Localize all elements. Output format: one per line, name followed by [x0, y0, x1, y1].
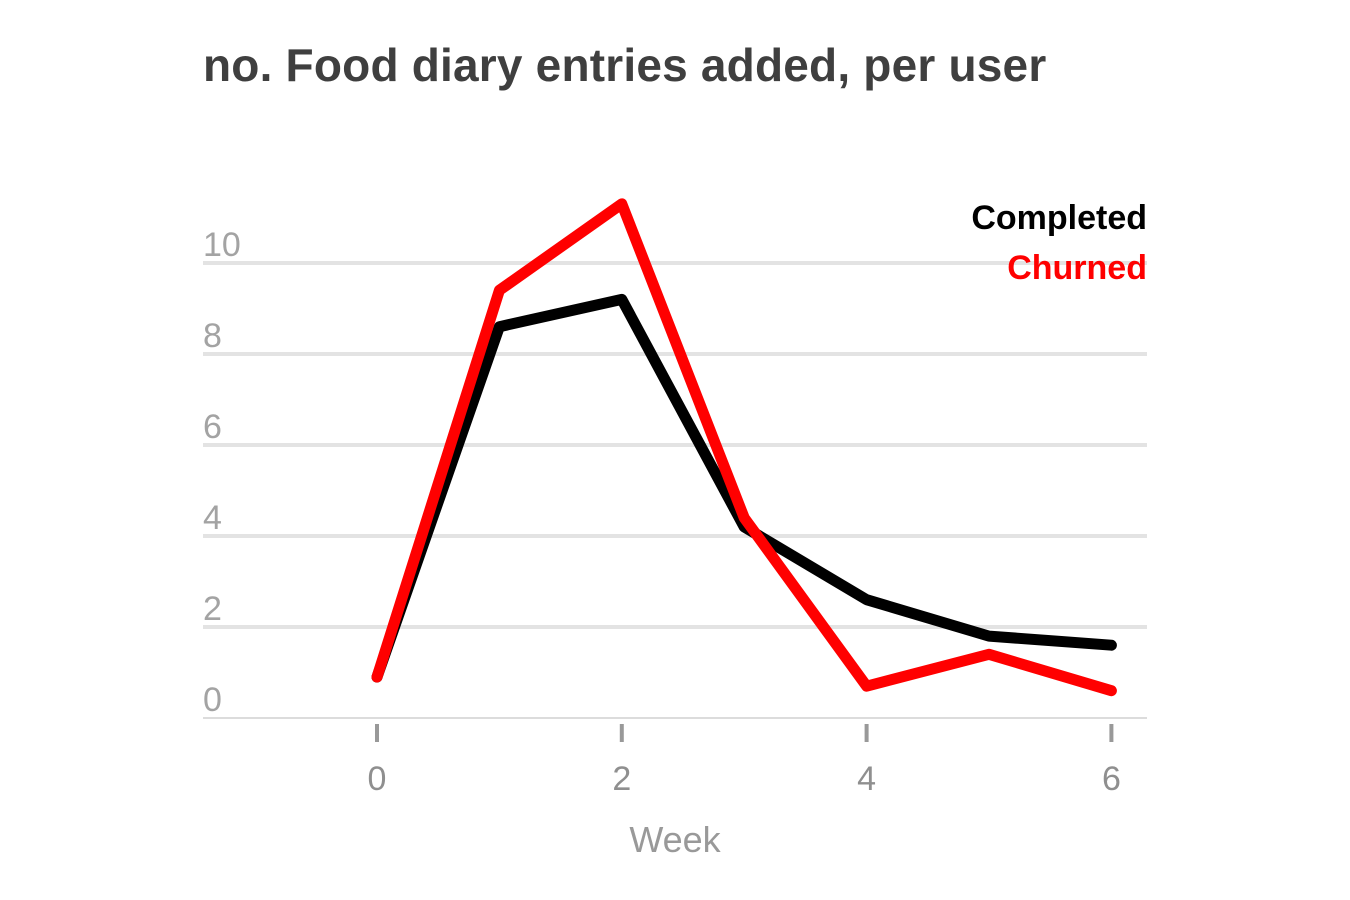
x-axis-label: Week: [629, 819, 721, 860]
x-tick-label: 4: [857, 760, 876, 798]
y-tick-label: 8: [203, 317, 222, 355]
legend: Completed Churned: [971, 199, 1147, 287]
chart-title: no. Food diary entries added, per user: [203, 39, 1047, 91]
x-axis-ticks: 0 2 4 6: [368, 724, 1121, 798]
y-tick-label: 6: [203, 408, 222, 446]
y-axis-ticks: 0 2 4 6 8 10: [203, 226, 241, 719]
series-line-churned: [371, 198, 1117, 697]
x-tick-label: 6: [1102, 760, 1121, 798]
y-tick-label: 0: [203, 681, 222, 719]
y-tick-label: 10: [203, 226, 241, 264]
series-line-completed: [371, 293, 1117, 683]
legend-entry-churned: Churned: [1007, 249, 1147, 287]
legend-entry-completed: Completed: [971, 199, 1147, 237]
gridlines: [203, 261, 1147, 719]
y-tick-label: 2: [203, 590, 222, 628]
y-tick-label: 4: [203, 499, 222, 537]
series-lines: [371, 198, 1117, 697]
x-tick-label: 0: [368, 760, 387, 798]
x-tick-label: 2: [612, 760, 631, 798]
